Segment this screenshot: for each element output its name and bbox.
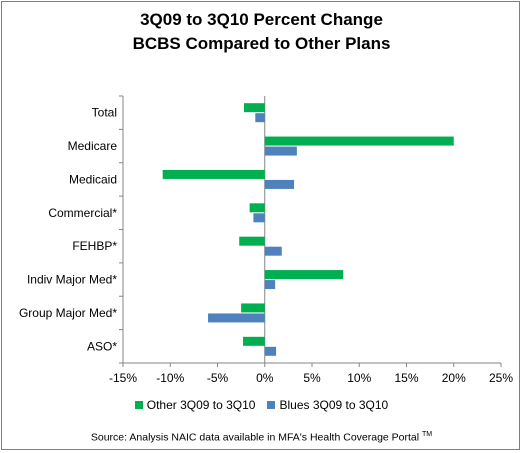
bar-blues <box>208 313 265 323</box>
bar-blues <box>253 213 265 223</box>
bar-other <box>249 203 265 213</box>
x-tick-label: -5% <box>207 371 229 385</box>
bar-blues <box>264 146 297 156</box>
bar-blues <box>264 179 295 189</box>
x-tick-label: -15% <box>109 371 137 385</box>
bar-blues <box>264 346 277 356</box>
x-tick-label: -10% <box>156 371 184 385</box>
category-label: Group Major Med* <box>19 306 117 320</box>
bar-other <box>241 303 265 313</box>
legend-swatch-blues <box>267 401 276 409</box>
x-tick-label: 10% <box>347 371 371 385</box>
x-tick-label: 0% <box>256 371 274 385</box>
x-tick-label: 5% <box>303 371 321 385</box>
category-label: Medicare <box>68 139 118 153</box>
category-label: ASO* <box>87 339 117 353</box>
x-tick-label: 20% <box>442 371 466 385</box>
x-tick-label: 15% <box>394 371 418 385</box>
x-tick-label: 25% <box>489 371 513 385</box>
legend-item-blues: Blues 3Q09 to 3Q10 <box>267 398 388 412</box>
bar-other <box>264 270 344 280</box>
source-text: Source: Analysis NAIC data available in … <box>90 431 420 444</box>
source-note: Source: Analysis NAIC data available in … <box>0 431 523 444</box>
bar-blues <box>255 113 265 123</box>
legend-label-blues: Blues 3Q09 to 3Q10 <box>279 398 389 412</box>
bar-other <box>243 336 265 346</box>
bar-blues <box>264 280 276 290</box>
category-label: Commercial* <box>48 206 117 220</box>
chart-title: 3Q09 to 3Q10 Percent Change BCBS Compare… <box>0 8 523 56</box>
chart-title-line1: 3Q09 to 3Q10 Percent Change <box>140 10 383 29</box>
bar-other <box>239 236 265 246</box>
bar-other <box>264 136 454 146</box>
category-label: Medicaid <box>69 172 117 186</box>
legend-swatch-other <box>134 401 143 409</box>
bar-blues <box>264 246 282 256</box>
bar-other <box>162 169 265 179</box>
bar-other <box>243 103 265 113</box>
trademark-mark: TM <box>422 431 433 438</box>
category-label: FEHBP* <box>72 239 117 253</box>
category-label: Total <box>92 106 117 120</box>
legend-item-other: Other 3Q09 to 3Q10 <box>134 398 256 412</box>
chart-title-line2: BCBS Compared to Other Plans <box>132 34 391 53</box>
legend-label-other: Other 3Q09 to 3Q10 <box>146 398 256 412</box>
category-label: Indiv Major Med* <box>27 273 117 287</box>
legend: Other 3Q09 to 3Q10 Blues 3Q09 to 3Q10 <box>0 398 523 412</box>
